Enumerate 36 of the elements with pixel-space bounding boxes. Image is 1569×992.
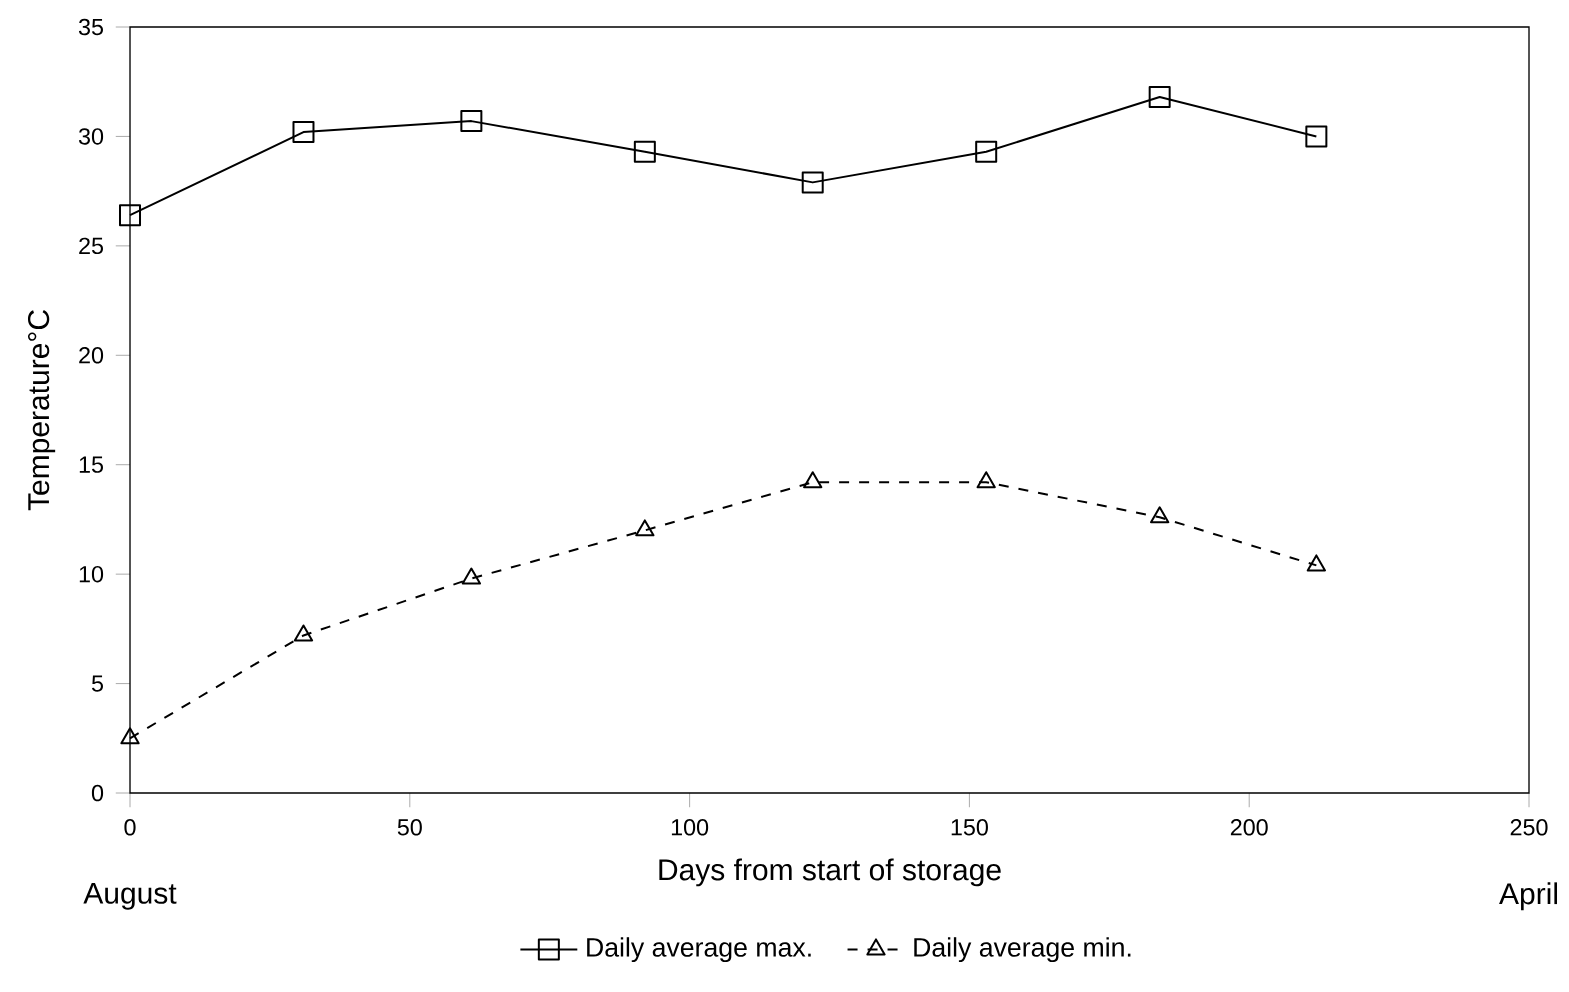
y-tick-label: 35: [78, 18, 103, 36]
x-tick-label: 0: [124, 819, 136, 836]
y-tick-label: 25: [79, 237, 103, 255]
point: [803, 471, 823, 489]
point: [635, 519, 655, 537]
point: [1305, 125, 1328, 148]
y-tick-label: 5: [91, 675, 103, 692]
text: April: [1499, 882, 1557, 911]
point: [120, 727, 140, 745]
x-tick-label: 200: [1230, 819, 1268, 836]
point: [460, 110, 483, 133]
x-axis-title: Days from start of storage: [659, 858, 1001, 887]
y-tick-label: 15: [79, 456, 103, 473]
point: [293, 624, 314, 642]
legend-label: Daily average max.: [587, 937, 811, 963]
x-tick-label: 250: [1510, 819, 1548, 836]
point: [292, 121, 315, 144]
x-tick-label: 50: [397, 819, 422, 836]
y-tick-label: 20: [79, 347, 104, 364]
y-tick-label: 10: [79, 565, 104, 583]
point: [461, 567, 482, 585]
x-tick-label: 150: [951, 819, 988, 836]
point: [801, 171, 824, 194]
point: [976, 471, 996, 489]
point: [1150, 506, 1170, 524]
y-tick-label: 0: [91, 784, 104, 802]
text: August: [83, 882, 177, 910]
point: [1148, 86, 1171, 109]
point: [633, 140, 656, 163]
point: [975, 140, 998, 163]
x-tick-label: 100: [671, 819, 709, 836]
point: [1306, 554, 1327, 572]
legend-label: Daily average min.: [914, 937, 1131, 963]
y-tick-label: 30: [78, 128, 104, 145]
point: [119, 204, 142, 227]
y-axis-title: Temperature°C: [27, 310, 56, 511]
